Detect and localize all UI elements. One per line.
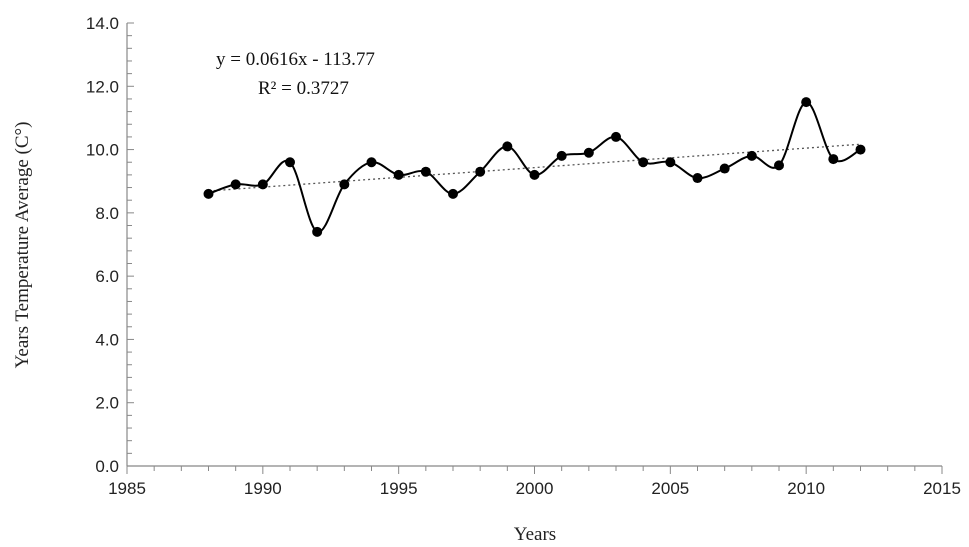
data-point xyxy=(312,226,323,237)
data-point xyxy=(448,188,458,199)
data-point xyxy=(285,157,295,168)
data-points xyxy=(203,97,866,237)
trend-r-squared: R² = 0.3727 xyxy=(258,78,349,99)
y-tick-label: 6.0 xyxy=(95,267,119,286)
data-point xyxy=(692,173,703,184)
data-point xyxy=(583,147,594,158)
data-point xyxy=(339,179,350,190)
data-point xyxy=(828,154,839,165)
data-point xyxy=(529,169,540,180)
data-point xyxy=(420,166,431,177)
y-tick-label: 2.0 xyxy=(95,394,119,413)
trend-equation: y = 0.0616x - 113.77 xyxy=(216,49,375,70)
y-tick-labels: 0.0 2.0 4.0 6.0 8.0 10.0 12.0 14.0 xyxy=(86,14,119,476)
data-point xyxy=(855,144,866,155)
data-point xyxy=(746,150,757,161)
data-point xyxy=(393,169,404,180)
data-point xyxy=(230,179,241,190)
x-tick-label: 1995 xyxy=(380,479,418,498)
data-point xyxy=(556,150,567,161)
y-minor-ticks xyxy=(127,22,134,467)
data-point xyxy=(638,157,649,168)
x-tick-label: 2015 xyxy=(923,479,961,498)
data-point xyxy=(611,131,621,142)
x-tick-label: 2005 xyxy=(651,479,689,498)
y-axis-title: Years Temperature Average (C°) xyxy=(12,122,33,369)
y-tick-label: 14.0 xyxy=(86,14,119,33)
data-point xyxy=(502,141,513,152)
y-tick-label: 4.0 xyxy=(95,330,119,349)
data-point xyxy=(774,160,784,171)
x-axis-title: Years xyxy=(514,524,556,545)
x-tick-label: 2010 xyxy=(787,479,825,498)
data-point xyxy=(366,157,377,168)
x-minor-ticks xyxy=(126,466,943,474)
x-tick-label: 1985 xyxy=(108,479,146,498)
y-tick-label: 0.0 xyxy=(95,457,119,476)
y-tick-label: 8.0 xyxy=(95,204,119,223)
trendline xyxy=(208,143,861,192)
y-tick-label: 10.0 xyxy=(86,141,119,160)
data-point xyxy=(475,166,486,177)
y-tick-label: 12.0 xyxy=(86,77,119,96)
data-point xyxy=(257,179,268,190)
data-point xyxy=(801,97,812,108)
x-tick-labels: 1985 1990 1995 2000 2005 2010 2015 xyxy=(108,479,961,498)
data-point xyxy=(719,163,730,174)
data-point xyxy=(665,157,676,168)
x-tick-label: 1990 xyxy=(244,479,282,498)
data-point xyxy=(203,188,214,199)
x-tick-label: 2000 xyxy=(516,479,554,498)
